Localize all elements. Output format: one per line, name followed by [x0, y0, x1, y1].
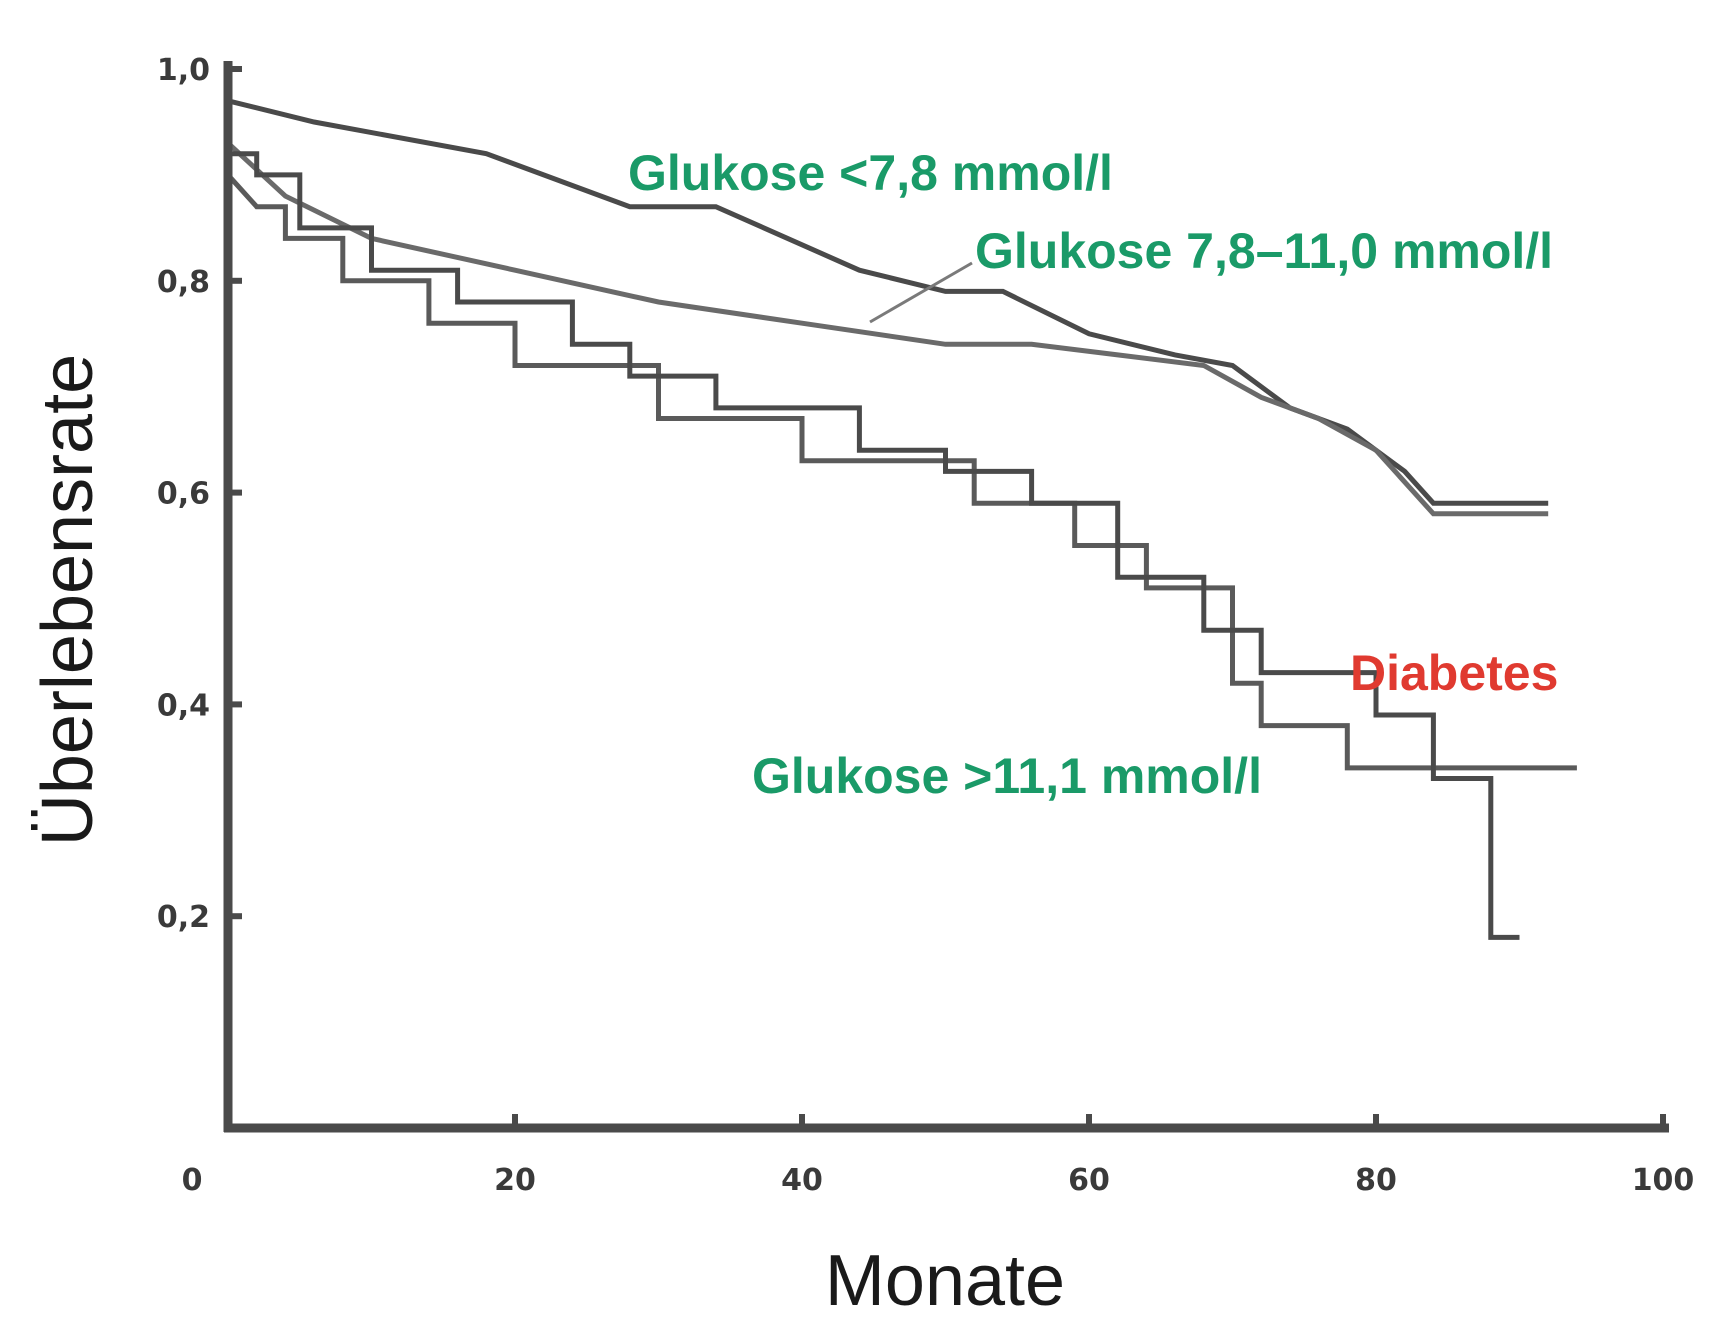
- x-tick-label: 40: [781, 1163, 823, 1198]
- y-ticks: 0,2 0,4 0,6 0,8 1,0: [157, 53, 242, 935]
- annotation-glukose-mid: Glukose 7,8–11,0 mmol/l: [975, 223, 1553, 279]
- x-tick-label: 20: [494, 1163, 536, 1198]
- annotation-connector: [869, 261, 973, 324]
- y-tick-label: 1,0: [157, 53, 210, 88]
- y-tick-label: 0,4: [157, 688, 210, 723]
- series-layer: [226, 98, 1577, 940]
- x-tick-label: 0: [182, 1163, 203, 1198]
- x-tick-label: 60: [1068, 1163, 1110, 1198]
- y-tick-label: 0,8: [157, 265, 210, 300]
- y-axis-title: Überlebensrate: [28, 354, 108, 846]
- x-ticks: 0 20 40 60 80 100: [182, 1114, 1695, 1198]
- y-tick-label: 0,2: [157, 900, 210, 935]
- series-line-4: [228, 151, 1520, 940]
- x-axis-title: Monate: [825, 1241, 1065, 1321]
- annotation-diabetes: Diabetes: [1350, 645, 1558, 701]
- series-line-2: [226, 141, 1549, 517]
- x-tick-label: 80: [1355, 1163, 1397, 1198]
- series-line-3: [226, 173, 1577, 771]
- annotation-glukose-low: Glukose <7,8 mmol/l: [628, 145, 1113, 201]
- x-tick-label: 100: [1632, 1163, 1695, 1198]
- annotation-glukose-high: Glukose >11,1 mmol/l: [752, 748, 1262, 804]
- y-tick-label: 0,6: [157, 477, 210, 512]
